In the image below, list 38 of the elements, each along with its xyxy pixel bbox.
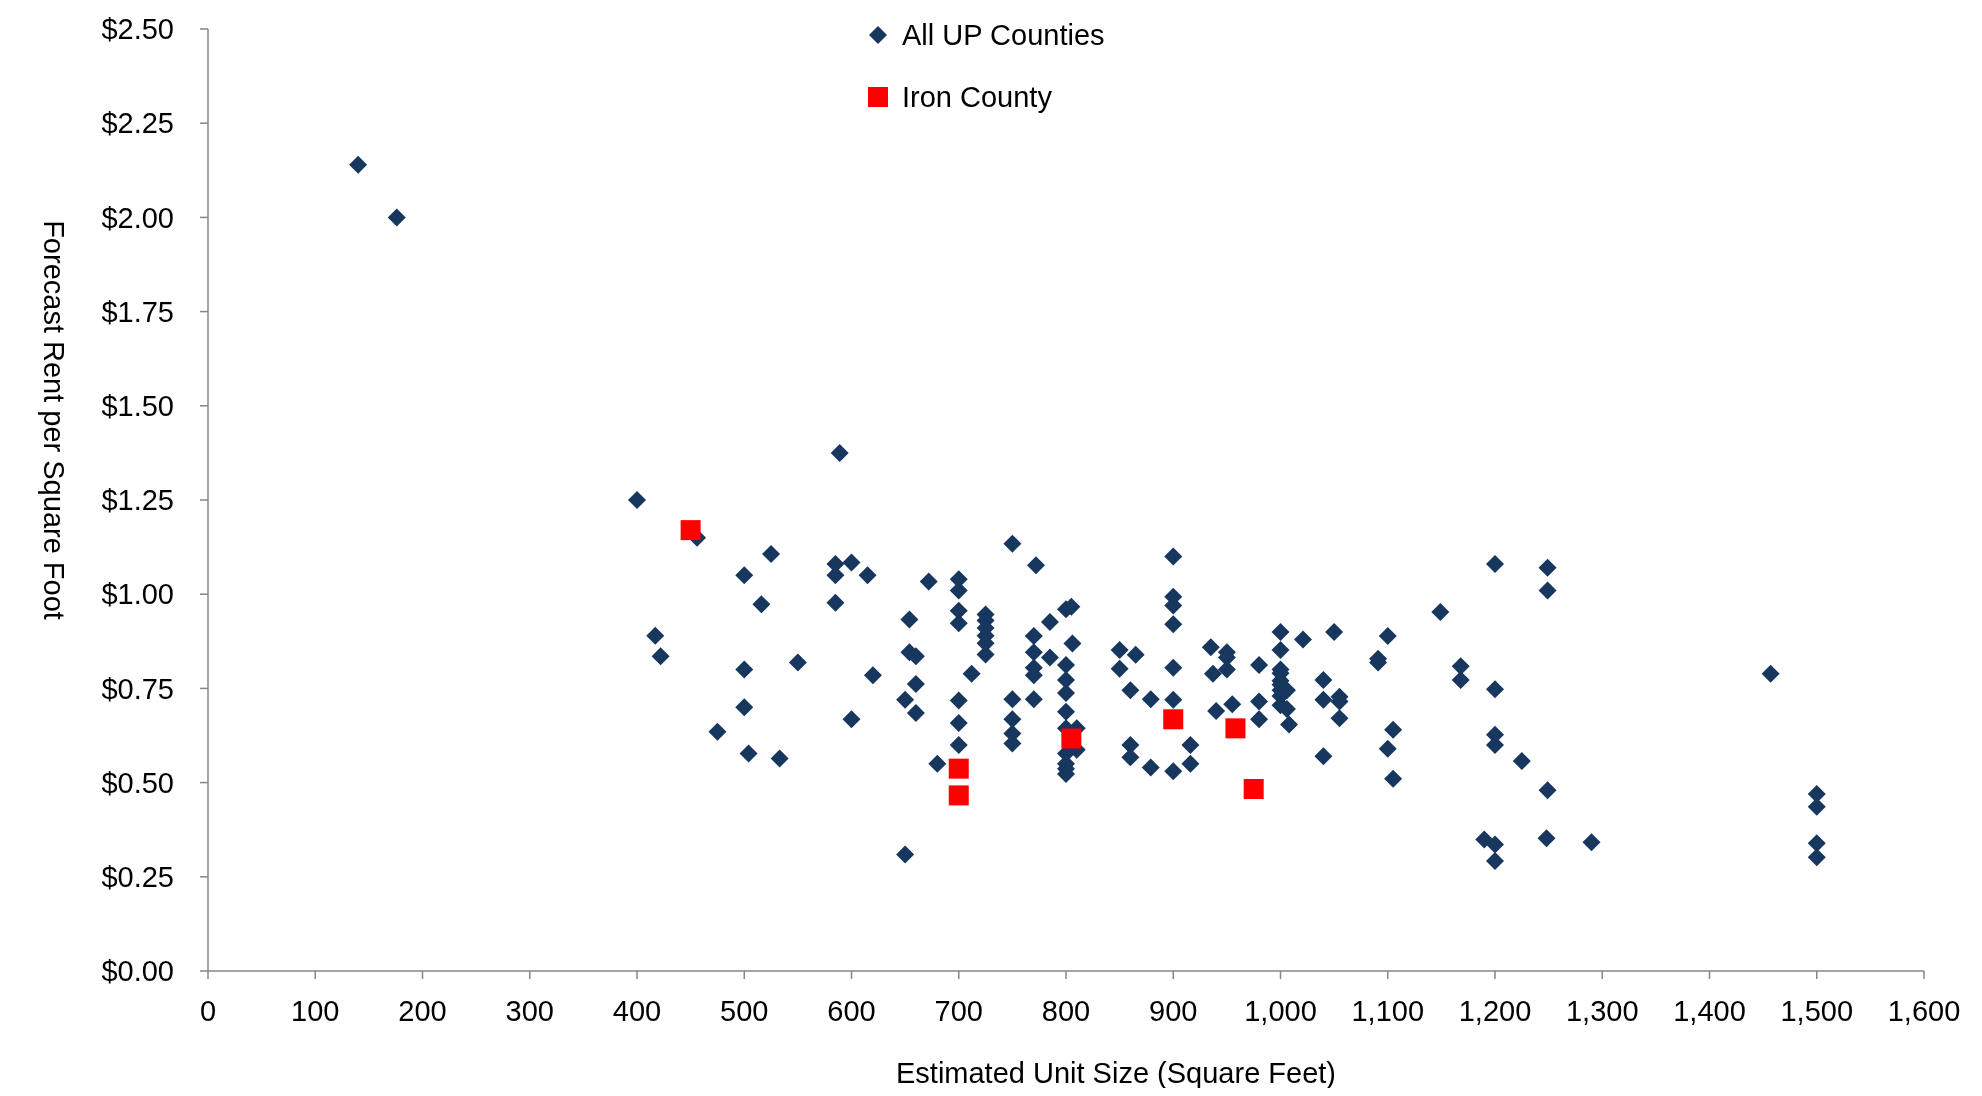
y-tick-label: $1.25 bbox=[101, 484, 174, 517]
x-tick-label: 1,100 bbox=[1351, 995, 1425, 1027]
y-axis-title: Forecast Rent per Square Foot bbox=[38, 220, 70, 620]
legend-label: Iron County bbox=[902, 81, 1053, 114]
x-tick-label: 1,500 bbox=[1780, 995, 1854, 1027]
x-tick-label: 0 bbox=[199, 995, 217, 1027]
x-tick-label: 500 bbox=[720, 995, 769, 1027]
x-tick-label: 1,400 bbox=[1673, 995, 1746, 1027]
y-tick-label: $1.75 bbox=[101, 295, 174, 328]
legend-label: All UP Counties bbox=[902, 19, 1105, 52]
point bbox=[1163, 709, 1184, 730]
y-tick-label: $2.00 bbox=[101, 201, 174, 234]
x-tick-label: 300 bbox=[505, 995, 554, 1027]
x-tick-label: 800 bbox=[1041, 995, 1091, 1027]
x-tick-label: 200 bbox=[398, 995, 447, 1027]
x-tick-label: 900 bbox=[1149, 995, 1198, 1027]
x-tick-label: 1,300 bbox=[1565, 995, 1639, 1027]
y-tick-label: $0.75 bbox=[101, 672, 174, 705]
y-tick-label: $0.25 bbox=[101, 860, 174, 893]
x-tick-label: 1,600 bbox=[1887, 995, 1961, 1027]
x-tick-label: 600 bbox=[827, 995, 876, 1027]
x-tick-label: 1,200 bbox=[1458, 995, 1532, 1027]
point bbox=[1061, 728, 1082, 749]
point bbox=[680, 520, 701, 541]
y-tick-label: $2.25 bbox=[101, 107, 174, 140]
y-tick-label: $1.00 bbox=[101, 578, 174, 611]
point bbox=[948, 758, 969, 779]
x-tick-label: 1,000 bbox=[1244, 995, 1317, 1027]
point bbox=[1243, 779, 1264, 800]
y-tick-label: $0.50 bbox=[101, 766, 174, 799]
x-tick-label: 700 bbox=[934, 995, 983, 1027]
y-tick-label: $0.00 bbox=[101, 955, 174, 988]
point bbox=[948, 785, 969, 806]
x-tick-label: 100 bbox=[291, 995, 340, 1027]
y-tick-label: $2.50 bbox=[101, 13, 174, 46]
x-tick-label: 400 bbox=[612, 995, 662, 1027]
point bbox=[1225, 718, 1246, 739]
y-tick-label: $1.50 bbox=[101, 389, 174, 422]
